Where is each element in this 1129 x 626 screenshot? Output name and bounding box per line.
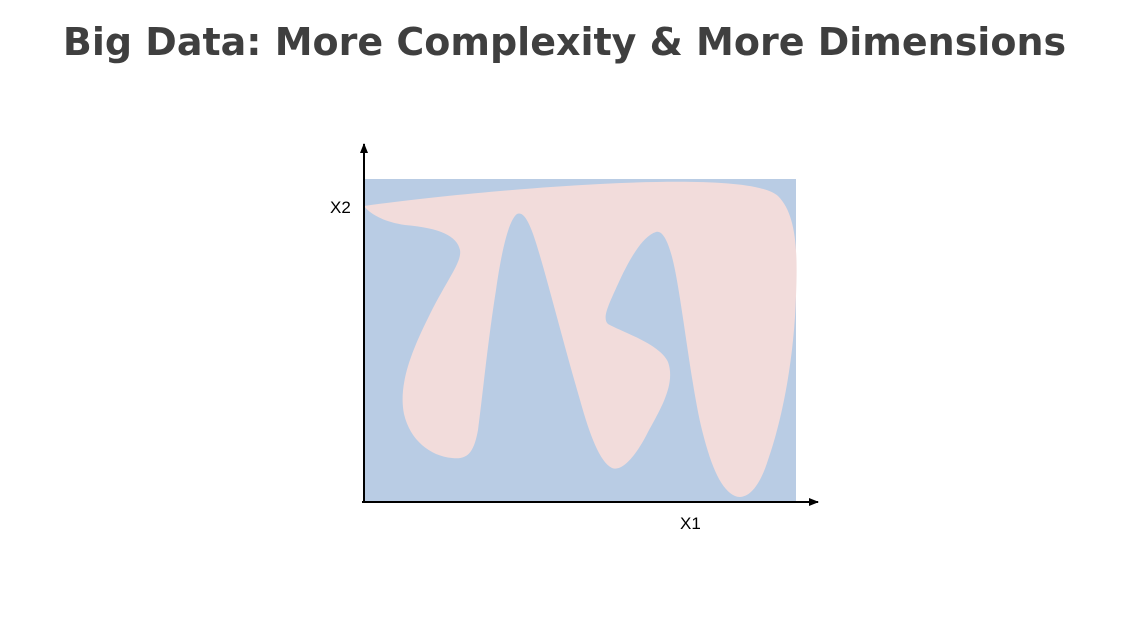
complex-shape-region (364, 181, 797, 497)
y-axis-label: X2 (330, 198, 351, 217)
slide-title: Big Data: More Complexity & More Dimensi… (62, 20, 1067, 64)
x-axis-label: X1 (680, 514, 701, 533)
